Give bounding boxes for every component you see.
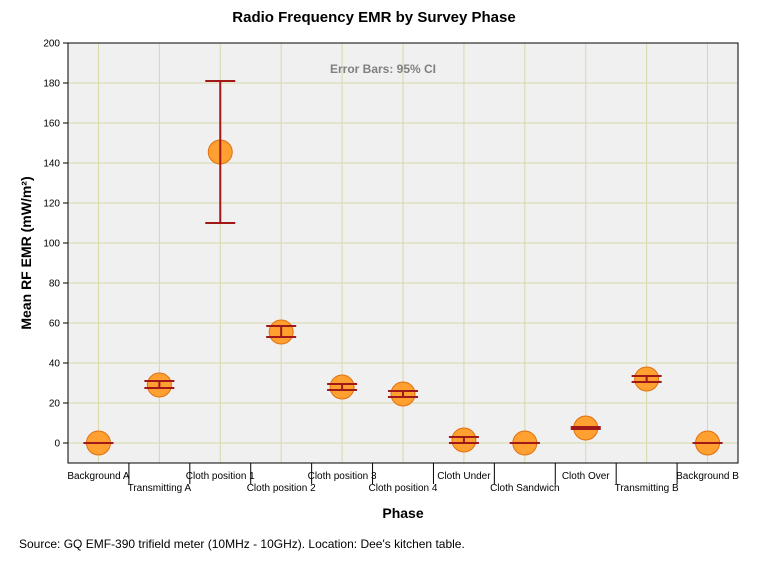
chart-title: Radio Frequency EMR by Survey Phase xyxy=(232,9,515,26)
x-tick-label: Cloth position 2 xyxy=(247,483,316,494)
error-bar-annotation: Error Bars: 95% CI xyxy=(330,62,436,76)
plot-border xyxy=(67,42,739,464)
x-tick-label: Transmitting B xyxy=(615,483,679,494)
x-axis-label: Phase xyxy=(382,505,423,521)
y-tick-label: 100 xyxy=(43,239,60,250)
y-tick-label: 140 xyxy=(43,159,60,170)
data-marks xyxy=(83,80,723,456)
x-tick-label: Cloth position 1 xyxy=(186,471,255,482)
y-tick-label: 180 xyxy=(43,79,60,90)
x-tick-label: Cloth Over xyxy=(562,471,610,482)
x-tick-label: Cloth Sandwich xyxy=(490,483,559,494)
x-tick-label: Cloth position 3 xyxy=(308,471,377,482)
x-tick-label: Background A xyxy=(67,471,130,482)
x-tick-label: Cloth position 4 xyxy=(369,483,438,494)
x-tick-label: Background B xyxy=(676,471,739,482)
y-tick-label: 80 xyxy=(49,279,61,290)
y-tick-label: 160 xyxy=(43,119,60,130)
y-tick-label: 200 xyxy=(43,39,60,50)
y-tick-label: 120 xyxy=(43,199,60,210)
y-tick-label: 20 xyxy=(49,399,61,410)
x-tick-label: Cloth Under xyxy=(437,471,491,482)
y-tick-label: 0 xyxy=(54,439,60,450)
source-caption: Source: GQ EMF-390 trifield meter (10MHz… xyxy=(19,537,465,551)
x-tick-label: Transmitting A xyxy=(128,483,192,494)
y-axis-label: Mean RF EMR (mW/m²) xyxy=(18,176,34,329)
chart-svg: Radio Frequency EMR by Survey Phase 0 20 4… xyxy=(18,9,739,521)
y-tick-label: 60 xyxy=(49,319,61,330)
y-tick-label: 40 xyxy=(49,359,61,370)
